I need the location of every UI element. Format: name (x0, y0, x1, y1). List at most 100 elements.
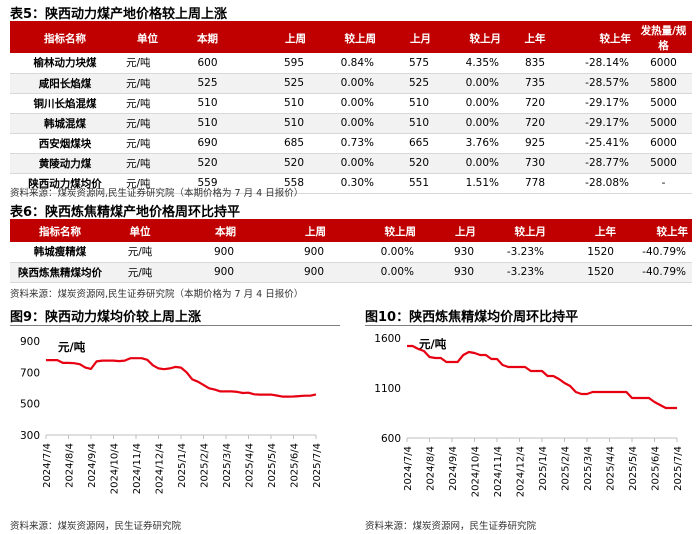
table-cell: 510 (380, 113, 435, 134)
table6-caption: 表6：陕西炼焦精煤产地价格周环比持平 (10, 205, 241, 220)
table-cell: 930 (420, 262, 480, 283)
table-cell: -40.79% (620, 242, 692, 263)
table-cell: 6000 (635, 53, 692, 74)
table5-caption: 表5：陕西动力煤产地价格较上周上涨 (10, 7, 228, 22)
table-cell: 735 (505, 73, 565, 94)
table6-header-6: 较上月 (480, 221, 550, 242)
table-row: 韩城混煤 元/吨 510 510 0.00% 510 0.00% 720 -29.17% 5000 (10, 113, 692, 134)
table-cell: -29.17% (565, 113, 635, 134)
table5-source: 资料来源：煤炭资源网,民生证券研究院（本期价格为 7 月 4 日报价） (10, 188, 304, 199)
table-cell: 525 (175, 73, 240, 94)
row-label: 西安烟煤块 (10, 133, 120, 154)
x-tick-label: 2025/3/4 (222, 443, 233, 488)
table-cell: -28.77% (565, 153, 635, 174)
x-tick-label: 2025/6/4 (290, 443, 301, 488)
x-tick-label: 2024/10/4 (110, 443, 121, 494)
row-label: 咸阳长焰煤 (10, 73, 120, 94)
y-tick-label: 600 (381, 433, 401, 445)
table-cell: 5000 (635, 93, 692, 114)
table-cell: 600 (175, 53, 240, 74)
table-cell: -28.08% (565, 173, 635, 194)
x-tick-label: 2024/8/4 (426, 446, 437, 491)
figure9-title-rule (10, 325, 340, 326)
series-line (407, 344, 677, 410)
table-cell: 720 (505, 113, 565, 134)
table6-header-1: 单位 (110, 221, 170, 242)
table-cell: 元/吨 (120, 133, 175, 154)
table-cell: 5800 (635, 73, 692, 94)
y-tick-label: 1100 (374, 383, 401, 395)
x-tick-label: 2024/8/4 (65, 443, 76, 488)
table6-header-8: 较上年 (620, 221, 692, 242)
table6-header-3: 上周 (240, 221, 330, 242)
table-cell: 575 (380, 53, 435, 74)
table-cell: 元/吨 (120, 113, 175, 134)
table-cell: -40.79% (620, 262, 692, 283)
table-cell: 685 (240, 133, 310, 154)
table-cell: 925 (505, 133, 565, 154)
figure10-source: 资料来源：煤炭资源网，民生证券研究院 (365, 521, 537, 532)
x-tick-label: 2025/4/4 (606, 446, 617, 491)
table-cell: 690 (175, 133, 240, 154)
table5-header-6: 较上月 (435, 23, 505, 53)
table-cell: 元/吨 (120, 53, 175, 74)
table-row: 西安烟煤块 元/吨 690 685 0.73% 665 3.76% 925 -25.41% 600… (10, 133, 692, 154)
y-tick-label: 700 (20, 367, 40, 379)
table6-top-rule (10, 219, 692, 221)
table6-header-7: 上年 (550, 221, 620, 242)
table-cell: 510 (240, 93, 310, 114)
row-label: 陕西炼焦精煤均价 (10, 262, 110, 283)
table-cell: 525 (380, 73, 435, 94)
table-cell: 元/吨 (110, 262, 170, 283)
table-cell: 0.30% (310, 173, 380, 194)
table-cell: 0.00% (435, 153, 505, 174)
table-cell: 6000 (635, 133, 692, 154)
table-cell: 元/吨 (120, 153, 175, 174)
table6: 指标名称 单位 本期 上周 较上周 上月 较上月 上年 较上年 韩城瘦精煤 元/吨 900 900 0.… (10, 221, 692, 283)
x-tick-label: 2025/7/4 (312, 443, 323, 488)
table-cell: 4.35% (435, 53, 505, 74)
table6-header-4: 较上周 (330, 221, 420, 242)
table-cell: 510 (380, 93, 435, 114)
table6-header-5: 上月 (420, 221, 480, 242)
table-cell: 510 (240, 113, 310, 134)
table-cell: 900 (170, 242, 240, 263)
table-cell: 1520 (550, 242, 620, 263)
table-cell: -25.41% (565, 133, 635, 154)
table-cell: 0.00% (330, 242, 420, 263)
table5-header-7: 上年 (505, 23, 565, 53)
series-line (46, 357, 317, 398)
x-tick-label: 2025/7/4 (673, 446, 684, 491)
table-cell: 0.00% (310, 93, 380, 114)
x-tick-label: 2025/2/4 (200, 443, 211, 488)
table-cell: 元/吨 (120, 173, 175, 194)
table-cell: 835 (505, 53, 565, 74)
table-cell: 900 (240, 262, 330, 283)
table-cell: 1520 (550, 262, 620, 283)
x-tick-label: 2025/5/4 (267, 443, 278, 488)
table-row: 咸阳长焰煤 元/吨 525 525 0.00% 525 0.00% 735 -28.57% 580… (10, 73, 692, 94)
table5-header-0: 指标名称 (10, 23, 120, 53)
table-cell: 元/吨 (120, 93, 175, 114)
table-cell: 0.00% (435, 113, 505, 134)
figure10-title-rule (365, 325, 692, 326)
table6-source: 资料来源：煤炭资源网,民生证券研究院（本期价格为 7 月 4 日报价） (10, 289, 304, 300)
table-cell: 5000 (635, 153, 692, 174)
table5-header-1: 单位 (120, 23, 175, 53)
table-cell: 520 (175, 153, 240, 174)
table-cell: 0.00% (435, 93, 505, 114)
figure9-source: 资料来源：煤炭资源网，民生证券研究院 (10, 521, 182, 532)
table-cell: 0.00% (310, 73, 380, 94)
table-cell: 559 (175, 173, 240, 194)
table-row: 陕西炼焦精煤均价 元/吨 900 900 0.00% 930 -3.23% 1520 -40.7… (10, 262, 692, 283)
x-tick-label: 2025/6/4 (651, 446, 662, 491)
table5-header-5: 上月 (380, 23, 435, 53)
table-cell: 1.51% (435, 173, 505, 194)
table-cell: 0.00% (435, 73, 505, 94)
x-tick-label: 2024/9/4 (448, 446, 459, 491)
table6-header-row: 指标名称 单位 本期 上周 较上周 上月 较上月 上年 较上年 (10, 221, 692, 242)
table-row: 韩城瘦精煤 元/吨 900 900 0.00% 930 -3.23% 1520 -40.79% (10, 242, 692, 263)
table5-header-8: 较上年 (565, 23, 635, 53)
table-row: 铜川长焰混煤 元/吨 510 510 0.00% 510 0.00% 720 -29.17% 50… (10, 93, 692, 114)
table5-header-4: 较上周 (310, 23, 380, 53)
